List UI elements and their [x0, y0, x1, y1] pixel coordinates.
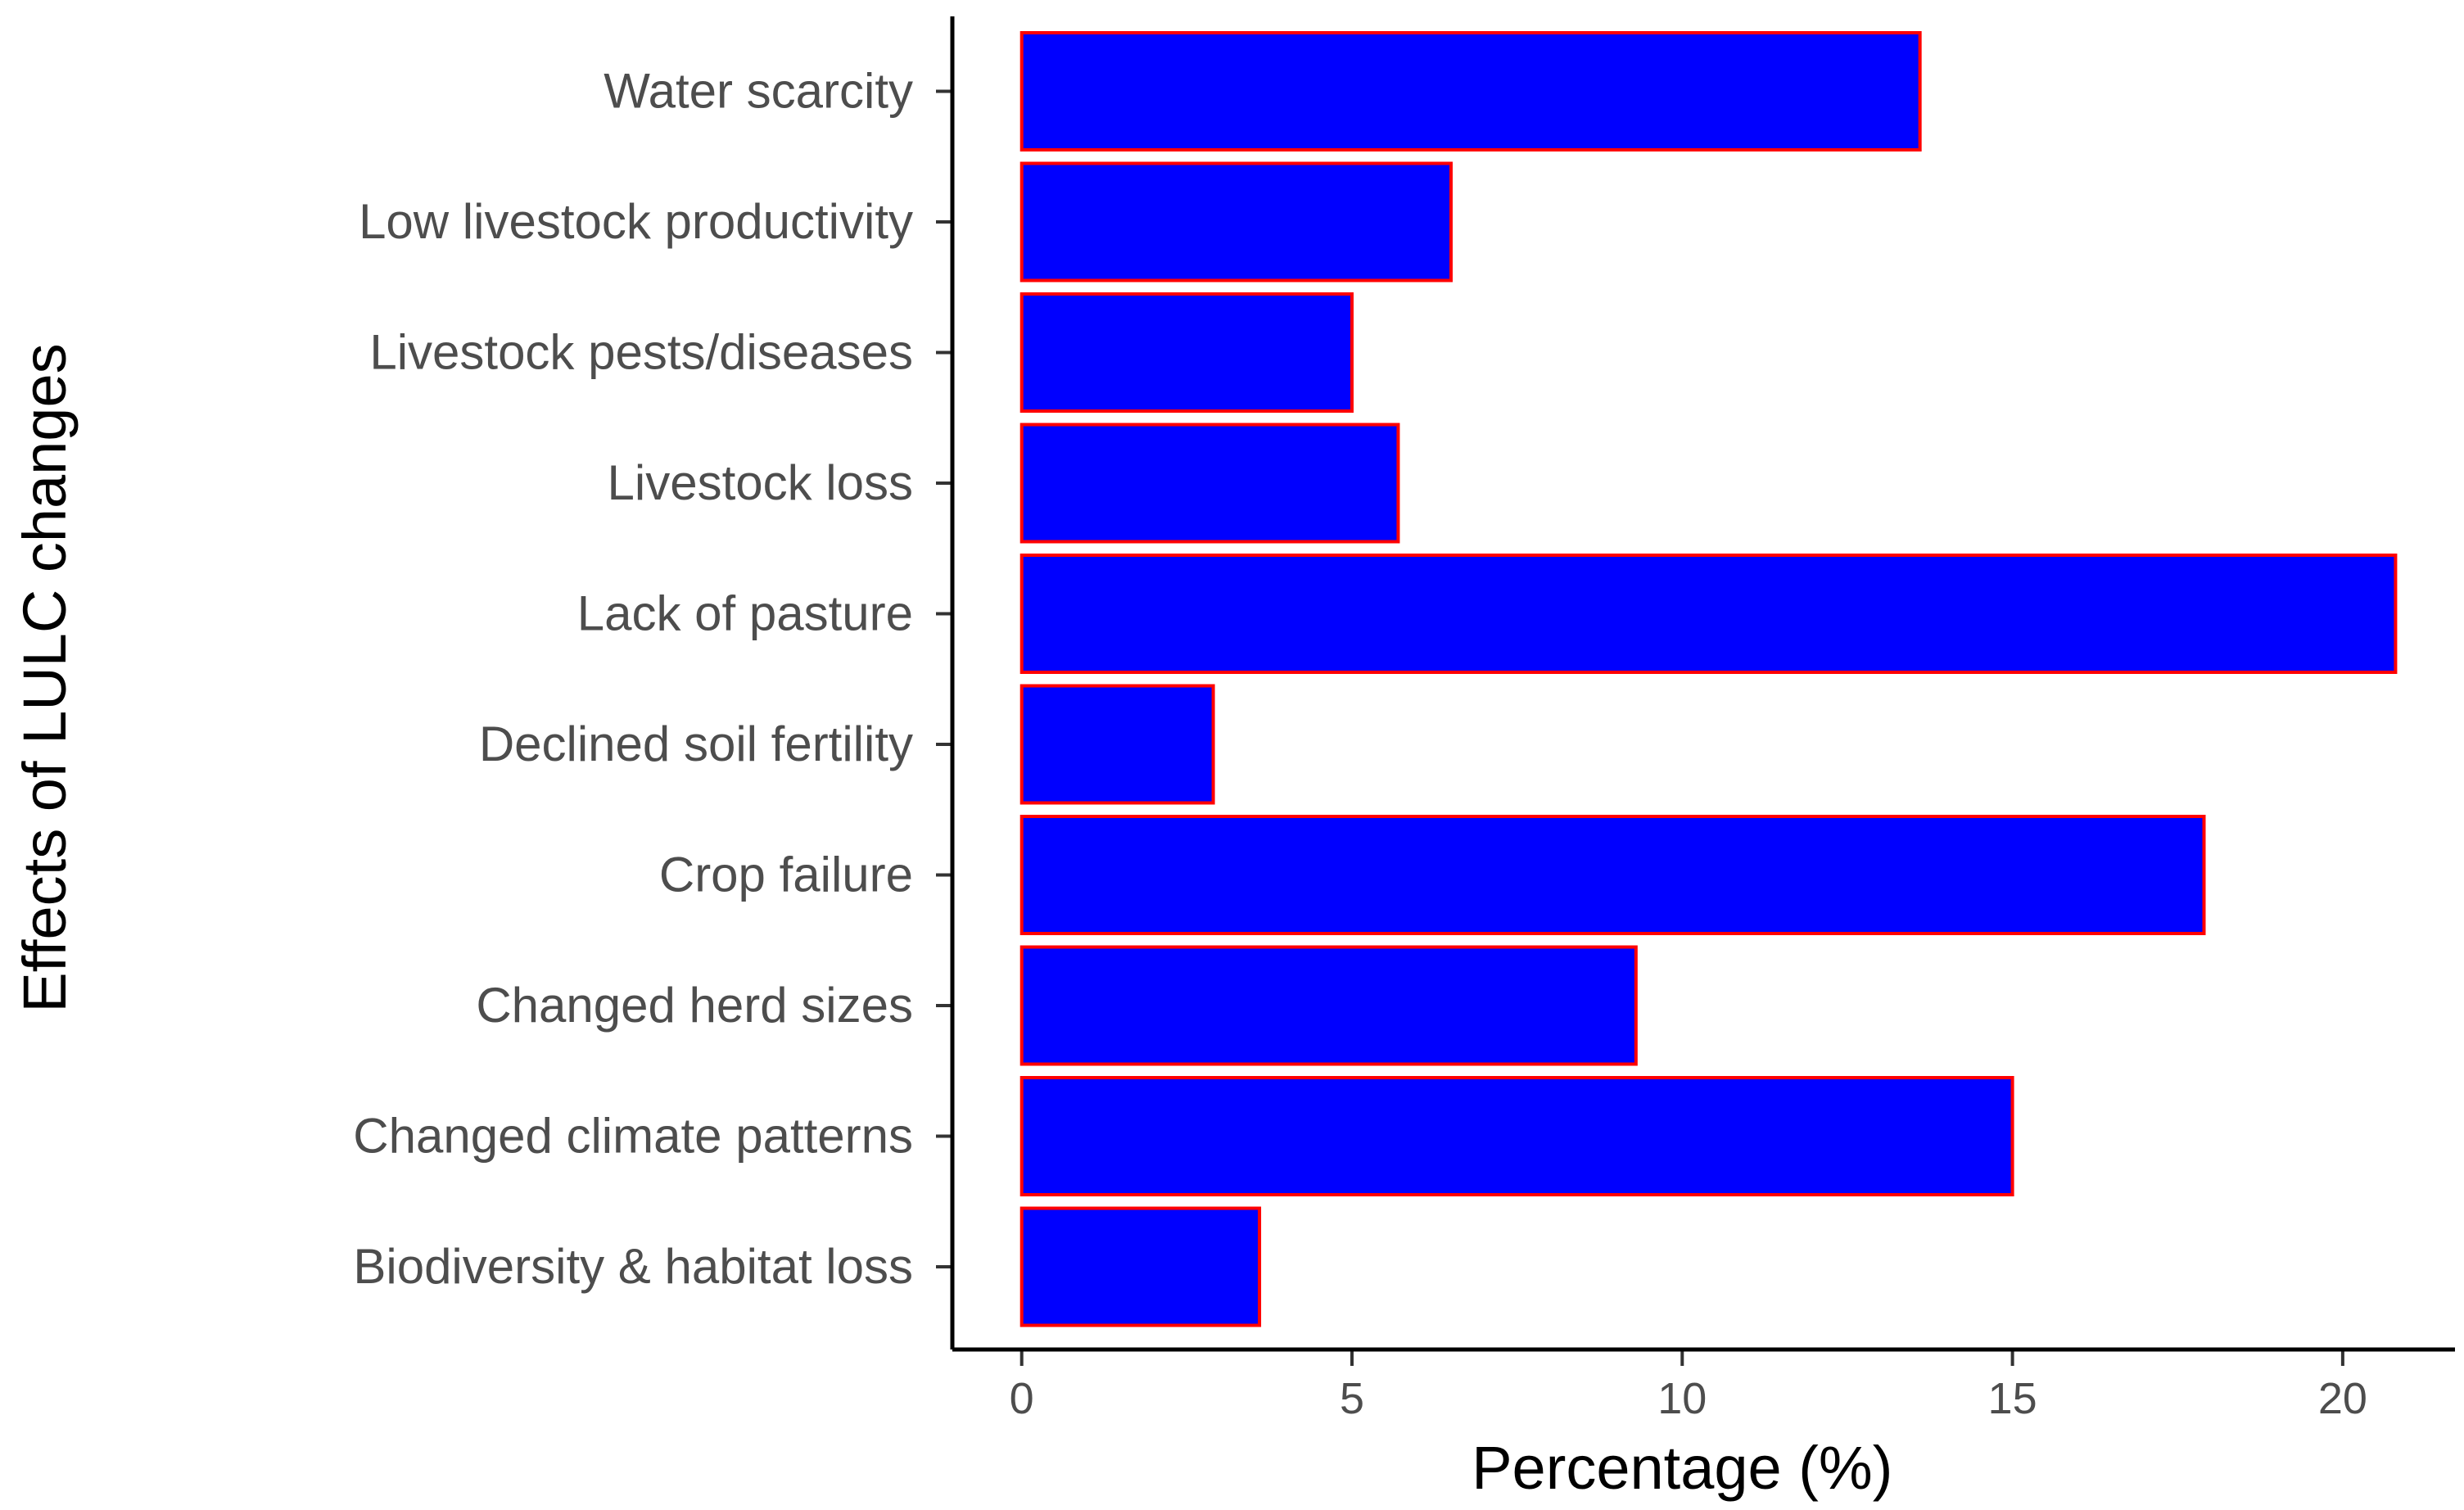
bar-changed-climate-patterns	[1020, 1076, 2014, 1196]
bar-changed-herd-sizes	[1020, 945, 1638, 1066]
bar-water-scarcity	[1020, 31, 1922, 151]
bar-biodiversity-habitat-loss	[1020, 1206, 1262, 1327]
y-tick-label: Livestock pests/diseases	[369, 325, 913, 380]
y-tick-label: Changed climate patterns	[353, 1109, 913, 1164]
x-ticks-group: 0 5 10 15 20	[1010, 1350, 2367, 1423]
bar-declined-soil-fertility	[1020, 684, 1215, 805]
y-tick-label: Biodiversity & habitat loss	[353, 1239, 913, 1294]
x-tick-label: 15	[1988, 1374, 2037, 1423]
y-ticks-group: Water scarcity Low livestock productivity…	[353, 64, 952, 1294]
y-tick-label: Low livestock productivity	[359, 194, 913, 249]
bar-crop-failure	[1020, 815, 2206, 935]
x-tick-label: 10	[1657, 1374, 1707, 1423]
y-tick-label: Changed herd sizes	[476, 978, 913, 1033]
bar-livestock-pests-diseases	[1020, 292, 1354, 413]
y-tick-label: Water scarcity	[604, 64, 913, 119]
x-axis-title: Percentage (%)	[1472, 1434, 1892, 1502]
bar-livestock-loss	[1020, 423, 1400, 544]
bar-lack-of-pasture	[1020, 554, 2398, 674]
bars-group	[1020, 31, 2398, 1327]
y-tick-label: Livestock loss	[608, 455, 913, 510]
x-tick-label: 20	[2318, 1374, 2367, 1423]
y-tick-label: Lack of pasture	[577, 586, 913, 641]
x-tick-label: 0	[1010, 1374, 1034, 1423]
bar-low-livestock-productivity	[1020, 161, 1453, 283]
y-tick-label: Declined soil fertility	[479, 717, 913, 771]
x-tick-label: 5	[1340, 1374, 1364, 1423]
y-tick-label: Crop failure	[659, 848, 913, 902]
y-axis-title: Effects of LULC changes	[11, 343, 79, 1012]
